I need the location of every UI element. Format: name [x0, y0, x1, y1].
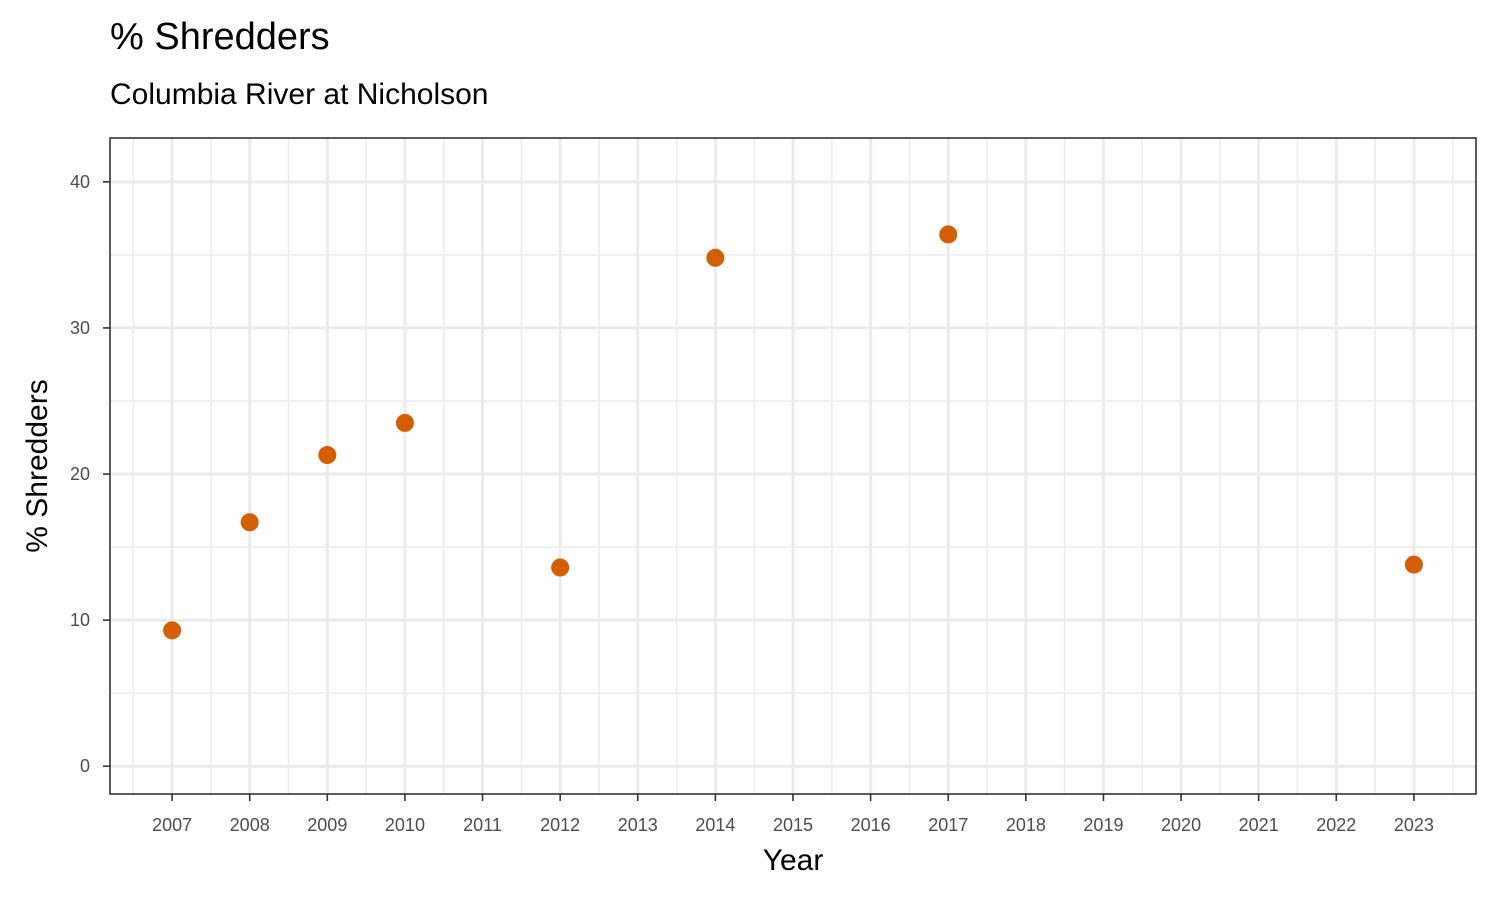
data-point: [318, 446, 337, 465]
x-tick-label: 2015: [773, 815, 813, 835]
x-tick-label: 2007: [152, 815, 192, 835]
x-tick-label: 2014: [695, 815, 735, 835]
x-tick-label: 2021: [1239, 815, 1279, 835]
data-point: [551, 558, 570, 577]
y-tick-label: 30: [70, 318, 90, 338]
y-tick-label: 20: [70, 464, 90, 484]
x-tick-label: 2011: [463, 815, 502, 835]
chart-subtitle: Columbia River at Nicholson: [110, 78, 489, 111]
data-point: [1404, 555, 1423, 574]
data-points: [163, 225, 1423, 640]
x-tick-label: 2013: [618, 815, 658, 835]
chart-title: % Shredders: [110, 16, 330, 58]
x-tick-label: 2012: [540, 815, 580, 835]
x-tick-label: 2009: [307, 815, 347, 835]
x-tick-label: 2018: [1006, 815, 1046, 835]
x-tick-label: 2010: [385, 815, 425, 835]
x-tick-label: 2008: [230, 815, 270, 835]
y-tick-label: 0: [80, 756, 90, 776]
data-point: [395, 413, 414, 432]
x-tick-label: 2019: [1083, 815, 1123, 835]
x-tick-label: 2022: [1316, 815, 1356, 835]
x-tick-label: 2016: [851, 815, 891, 835]
x-axis-title: Year: [763, 844, 824, 877]
x-tick-label: 2017: [928, 815, 968, 835]
x-tick-label: 2020: [1161, 815, 1201, 835]
data-point: [163, 621, 182, 640]
x-axis: 2007 2008 2009 2010 2011 2012 2013 2014 2015 2016…: [152, 794, 1434, 835]
data-point: [939, 225, 958, 244]
data-point: [240, 513, 259, 532]
y-axis: 0 10 20 30 40: [70, 172, 110, 776]
data-point: [706, 248, 725, 267]
y-axis-title: % Shredders: [21, 379, 54, 552]
x-tick-label: 2023: [1394, 815, 1434, 835]
y-tick-label: 10: [70, 610, 90, 630]
y-tick-label: 40: [70, 172, 90, 192]
major-gridlines: [110, 138, 1476, 794]
